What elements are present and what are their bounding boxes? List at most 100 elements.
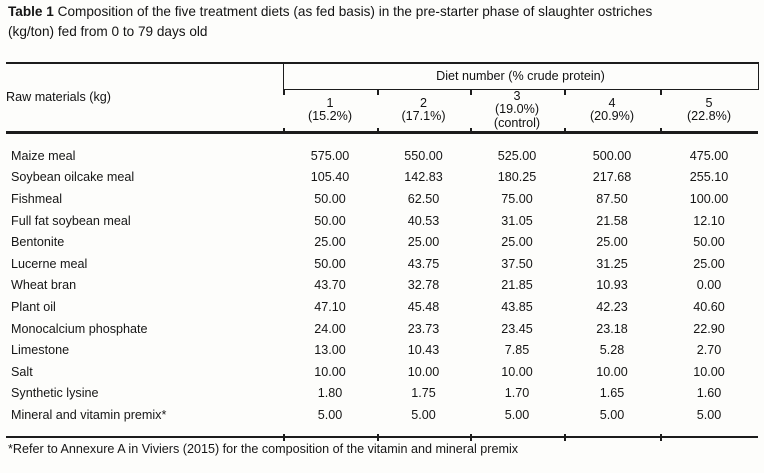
diet-2-value: 23.73 xyxy=(407,321,440,336)
diet-columns-header-row: 1 (15.2%) 2 (17.1%) 3 (19.0%) (control) xyxy=(6,88,758,134)
column-divider-tick xyxy=(470,128,472,134)
diet-2-value: 43.75 xyxy=(407,256,440,271)
column-header-diet-5: 5 (22.8%) xyxy=(660,89,758,134)
diet-2-value: 10.00 xyxy=(407,364,440,379)
table-row: Lucerne meal 50.00 43.75 37.50 31.25 25.… xyxy=(6,253,758,275)
diet-5-value: 10.00 xyxy=(693,364,725,379)
group-header-row: Raw materials (kg) Diet number (% crude … xyxy=(6,63,759,134)
diet-1-value: 13.00 xyxy=(314,343,346,358)
diet-2-value: 142.83 xyxy=(404,170,443,185)
raw-material-name: Maize meal xyxy=(11,148,76,163)
table-row: Wheat bran 43.70 32.78 21.85 10.93 0.00 xyxy=(6,275,758,297)
raw-material-name: Soybean oilcake meal xyxy=(11,170,135,185)
diet-3-value: 525.00 xyxy=(497,148,537,163)
diet-3-value: 10.00 xyxy=(501,364,533,379)
raw-material-name: Fishmeal xyxy=(11,191,63,206)
diet-1-number: 1 xyxy=(326,95,334,110)
diet-4-value: 1.65 xyxy=(599,386,625,401)
table-row: Bentonite 25.00 25.00 25.00 25.00 50.00 xyxy=(6,232,758,254)
raw-material-name: Bentonite xyxy=(11,235,65,250)
diet-3-protein-percent: (19.0%) xyxy=(494,102,540,117)
diet-1-value: 105.40 xyxy=(310,170,350,185)
column-divider-tick xyxy=(660,434,662,441)
diet-5-value: 50.00 xyxy=(693,235,725,250)
diet-2-value: 1.75 xyxy=(411,386,436,401)
diet-5-value: 0.00 xyxy=(696,278,722,293)
diet-1-value: 50.00 xyxy=(314,213,346,228)
diet-4-value: 87.50 xyxy=(596,191,628,206)
table-caption-line2: (kg/ton) fed from 0 to 79 days old xyxy=(8,23,208,39)
diet-1-value: 47.10 xyxy=(314,299,346,314)
diet-2-value: 32.78 xyxy=(407,278,440,293)
column-header-diet-3: 3 (19.0%) (control) xyxy=(470,88,564,134)
diet-3-value: 7.85 xyxy=(504,343,530,358)
diet-4-value: 42.23 xyxy=(596,299,628,314)
diet-4-value: 500.00 xyxy=(592,148,632,163)
column-divider-tick xyxy=(470,434,472,441)
diet-1-value: 10.00 xyxy=(314,364,346,379)
diet-3-value: 180.25 xyxy=(497,170,537,185)
table-row: Salt 10.00 10.00 10.00 10.00 10.00 xyxy=(6,361,758,383)
diet-4-value: 10.00 xyxy=(596,364,628,379)
raw-material-name: Full fat soybean meal xyxy=(11,213,131,228)
table-caption-label: Table 1 xyxy=(8,4,54,19)
raw-material-name: Monocalcium phosphate xyxy=(11,321,148,336)
raw-material-name: Limestone xyxy=(11,343,70,358)
diet-4-value: 5.00 xyxy=(599,407,625,422)
table-footnote: *Refer to Annexure A in Viviers (2015) f… xyxy=(8,442,519,457)
column-header-raw-materials: Raw materials (kg) xyxy=(6,63,283,134)
column-divider-tick xyxy=(660,128,662,134)
diet-4-value: 31.25 xyxy=(596,256,628,271)
diet-2-value: 25.00 xyxy=(407,235,440,250)
table-row: Limestone 13.00 10.43 7.85 5.28 2.70 xyxy=(6,340,758,362)
diet-1-value: 24.00 xyxy=(314,321,346,336)
diet-5-number: 5 xyxy=(705,95,713,110)
diet-1-value: 43.70 xyxy=(314,278,346,293)
column-header-diet-4: 4 (20.9%) xyxy=(564,89,660,134)
raw-material-name: Plant oil xyxy=(11,299,56,314)
diet-4-protein-percent: (20.9%) xyxy=(589,109,635,123)
diet-4-value: 5.28 xyxy=(599,343,625,358)
table-row: Mineral and vitamin premix* 5.00 5.00 5.… xyxy=(6,405,758,438)
column-divider-tick xyxy=(564,90,566,95)
diet-3-note: (control) xyxy=(493,115,541,130)
raw-material-name: Lucerne meal xyxy=(11,256,88,271)
diet-2-value: 550.00 xyxy=(404,148,443,163)
column-divider-tick xyxy=(564,128,566,134)
diet-5-value: 5.00 xyxy=(696,407,722,422)
diet-2-value: 40.53 xyxy=(407,213,440,228)
column-divider-tick xyxy=(564,434,566,441)
diet-4-number: 4 xyxy=(608,95,616,110)
column-divider-tick xyxy=(377,128,379,134)
diet-4-value: 23.18 xyxy=(596,321,628,336)
diet-5-value: 12.10 xyxy=(693,213,725,228)
table-row: Full fat soybean meal 50.00 40.53 31.05 … xyxy=(6,210,758,232)
diet-3-number: 3 xyxy=(513,88,521,103)
raw-material-name: Wheat bran xyxy=(11,278,77,293)
diet-3-value: 5.00 xyxy=(504,407,530,422)
diet-1-protein-percent: (15.2%) xyxy=(307,109,353,123)
diet-2-value: 10.43 xyxy=(407,343,440,358)
diet-2-protein-percent: (17.1%) xyxy=(401,109,446,123)
column-divider-tick xyxy=(377,434,379,441)
raw-material-name: Mineral and vitamin premix* xyxy=(11,407,167,422)
diet-1-value: 50.00 xyxy=(314,256,346,271)
diet-3-value: 1.70 xyxy=(504,386,530,401)
diet-3-value: 31.05 xyxy=(501,213,533,228)
diet-4-value: 25.00 xyxy=(596,235,628,250)
diet-5-value: 1.60 xyxy=(696,386,722,401)
table-row: Maize meal 575.00 550.00 525.00 500.00 4… xyxy=(6,132,758,167)
diet-5-value: 255.10 xyxy=(689,170,729,185)
table-row: Monocalcium phosphate 24.00 23.73 23.45 … xyxy=(6,318,758,340)
column-header-diet-1: 1 (15.2%) xyxy=(283,89,377,134)
diet-4-value: 21.58 xyxy=(596,213,628,228)
diet-3-value: 43.85 xyxy=(501,299,533,314)
diet-1-value: 50.00 xyxy=(314,191,346,206)
diet-1-value: 1.80 xyxy=(317,386,343,401)
diet-2-number: 2 xyxy=(419,95,427,110)
table-caption-line1: Composition of the five treatment diets … xyxy=(57,4,653,19)
raw-material-name: Salt xyxy=(11,364,33,379)
diet-3-value: 21.85 xyxy=(501,278,533,293)
column-divider-tick xyxy=(283,128,285,134)
